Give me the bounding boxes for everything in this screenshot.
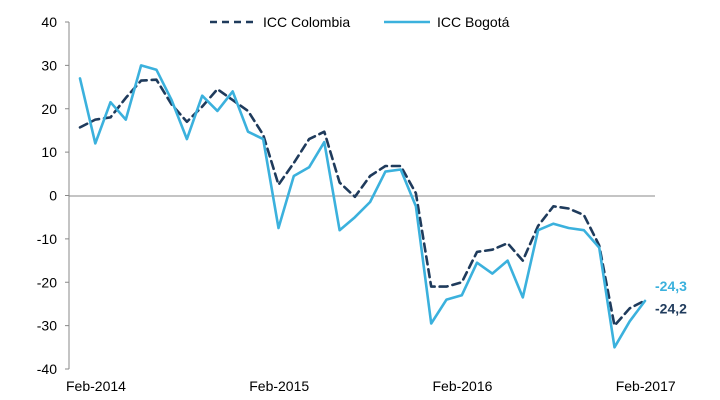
x-tick-label: Feb-2017 <box>616 378 676 394</box>
end-labels: -24,2 -24,3 <box>655 278 687 317</box>
y-tick-label: -20 <box>37 274 57 290</box>
x-axis-ticks: Feb-2014 Feb-2015 Feb-2016 Feb-2017 <box>66 378 676 394</box>
series-line-icc-colombia <box>78 78 647 327</box>
series-line-icc-bogota <box>78 64 647 349</box>
y-tick-label: -40 <box>37 361 57 377</box>
series-group <box>78 64 647 349</box>
y-tick-label: -10 <box>37 231 57 247</box>
x-tick-label: Feb-2016 <box>432 378 492 394</box>
end-label-icc-colombia: -24,2 <box>655 300 687 316</box>
legend: ICC Colombia ICC Bogotá <box>210 14 510 30</box>
end-label-icc-bogota: -24,3 <box>655 278 687 294</box>
y-tick-label: 20 <box>41 101 57 117</box>
y-tick-label: 10 <box>41 144 57 160</box>
x-tick-label: Feb-2014 <box>66 378 126 394</box>
y-tick-label: 40 <box>41 14 57 30</box>
x-tick-label: Feb-2015 <box>249 378 309 394</box>
y-axis-ticks: -40 -30 -20 -10 0 10 20 30 40 <box>37 14 69 377</box>
y-tick-label: -30 <box>37 318 57 334</box>
legend-label-icc-colombia: ICC Colombia <box>263 14 350 30</box>
y-tick-label: 30 <box>41 57 57 73</box>
y-tick-label: 0 <box>49 188 57 204</box>
legend-label-icc-bogota: ICC Bogotá <box>437 14 510 30</box>
